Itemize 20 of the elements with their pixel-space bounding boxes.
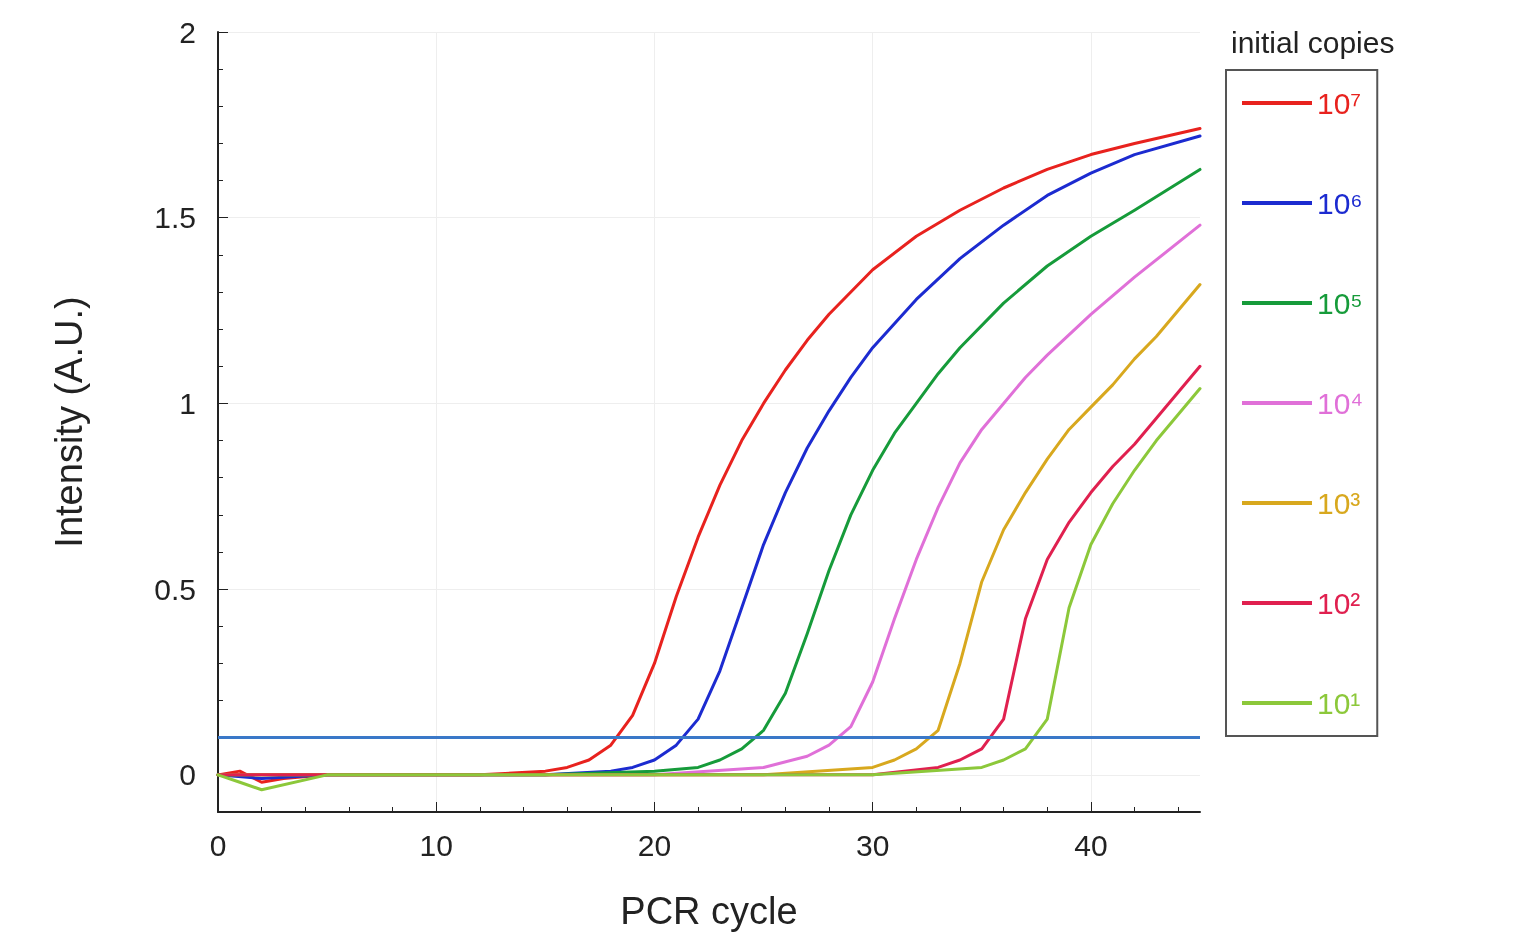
x-tick-label: 10 [419,828,453,862]
y-axis-title: Intensity (A.U.) [48,296,90,548]
x-tick-label: 40 [1074,828,1108,862]
y-tick-label: 0 [179,758,196,792]
legend-title: initial copies [1231,25,1395,59]
x-tick-label: 20 [637,828,672,862]
y-tick-label: 1.5 [154,201,196,235]
y-tick-label: 0.5 [154,572,196,606]
legend-label: 10³ [1317,486,1361,520]
y-tick-label: 1 [179,386,196,420]
x-axis-title: PCR cycle [620,890,798,932]
legend-label: 10⁶ [1317,186,1363,220]
legend-label: 10⁴ [1317,386,1364,420]
x-tick-label: 0 [209,828,227,862]
y-tick-label: 2 [179,15,196,49]
legend-label: 10⁷ [1317,86,1362,120]
x-tick-label: 30 [855,828,890,862]
legend-label: 10² [1317,586,1361,620]
legend-label: 10¹ [1317,686,1361,720]
legend-label: 10⁵ [1317,286,1363,320]
